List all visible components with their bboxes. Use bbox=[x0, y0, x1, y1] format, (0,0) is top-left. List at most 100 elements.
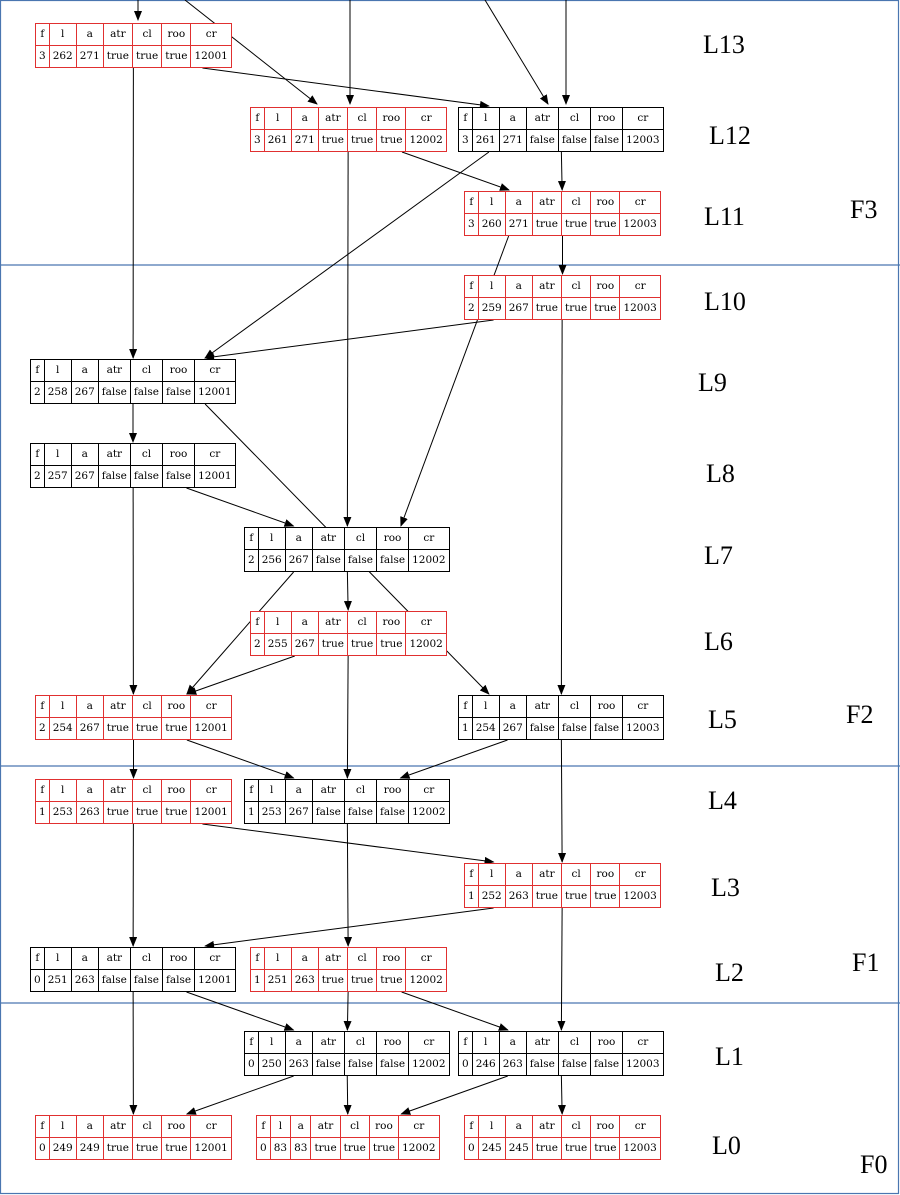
record-header-row: f l a atr cl roo cr bbox=[35, 779, 232, 802]
record-node: f l a atr cl roo cr 2 256 267 false false false 12002 bbox=[244, 527, 450, 572]
record-header-row: f l a atr cl roo cr bbox=[30, 443, 236, 466]
header-cell: f bbox=[244, 779, 259, 802]
header-cell: cr bbox=[190, 23, 232, 46]
value-cell: 263 bbox=[504, 885, 533, 908]
header-cell: roo bbox=[161, 443, 196, 466]
record-value-row: 2 255 267 true true true 12002 bbox=[250, 633, 447, 656]
header-cell: roo bbox=[161, 779, 192, 802]
value-cell: true bbox=[531, 297, 563, 320]
header-cell: l bbox=[263, 611, 292, 634]
header-cell: cr bbox=[622, 1031, 664, 1054]
header-cell: cl bbox=[129, 947, 164, 970]
value-cell: 267 bbox=[70, 381, 99, 404]
header-cell: l bbox=[43, 359, 72, 382]
record-value-row: 2 258 267 false false false 12001 bbox=[30, 381, 236, 404]
value-cell: 252 bbox=[477, 885, 506, 908]
edge-arrow bbox=[186, 739, 295, 779]
value-cell: true bbox=[339, 1137, 370, 1160]
edge-arrow bbox=[204, 907, 494, 949]
header-cell: atr bbox=[97, 443, 131, 466]
value-cell: 2 bbox=[30, 465, 45, 488]
value-cell: true bbox=[368, 1137, 400, 1160]
edge-arrow bbox=[484, 0, 549, 105]
value-cell: true bbox=[376, 129, 407, 152]
value-cell: 255 bbox=[263, 633, 292, 656]
record-value-row: 2 254 267 true true true 12001 bbox=[35, 717, 232, 740]
record-node: f l a atr cl roo cr 3 262 271 true true true 12001 bbox=[35, 23, 232, 68]
header-cell: cr bbox=[619, 863, 661, 886]
record-node: f l a atr cl roo cr 2 254 267 true true true 12001 bbox=[35, 695, 232, 740]
edge-arrow bbox=[204, 151, 490, 359]
value-cell: 83 bbox=[290, 1137, 312, 1160]
header-cell: cr bbox=[408, 1031, 450, 1054]
record-header-row: f l a atr cl roo cr bbox=[250, 107, 447, 130]
value-cell: false bbox=[589, 129, 624, 152]
header-cell: f bbox=[35, 695, 50, 718]
edge-arrow bbox=[343, 571, 352, 611]
header-cell: cl bbox=[560, 275, 592, 298]
header-cell: roo bbox=[590, 863, 621, 886]
value-cell: false bbox=[161, 465, 196, 488]
value-cell: 1 bbox=[250, 969, 265, 992]
value-cell: true bbox=[131, 801, 163, 824]
edge-arrow bbox=[185, 1075, 294, 1115]
record-header-row: f l a atr cl roo cr bbox=[464, 191, 661, 214]
header-cell: a bbox=[70, 947, 99, 970]
header-cell: l bbox=[257, 1031, 286, 1054]
header-cell: l bbox=[257, 779, 286, 802]
header-cell: atr bbox=[531, 863, 563, 886]
record-value-row: 1 253 263 true true true 12001 bbox=[35, 801, 232, 824]
value-cell: 260 bbox=[477, 213, 506, 236]
value-cell: true bbox=[531, 213, 563, 236]
header-cell: cr bbox=[408, 527, 450, 550]
value-cell: 2 bbox=[35, 717, 50, 740]
record-header-row: f l a atr cl roo cr bbox=[35, 23, 232, 46]
header-cell: roo bbox=[368, 1115, 400, 1138]
value-cell: 253 bbox=[48, 801, 77, 824]
header-cell: f bbox=[458, 1031, 473, 1054]
value-cell: 12002 bbox=[405, 129, 447, 152]
header-cell: cr bbox=[408, 779, 450, 802]
value-cell: 3 bbox=[250, 129, 265, 152]
header-cell: f bbox=[464, 1115, 479, 1138]
edge-arrow bbox=[557, 319, 566, 695]
header-cell: atr bbox=[102, 1115, 134, 1138]
value-cell: false bbox=[97, 969, 131, 992]
value-cell: true bbox=[560, 1137, 592, 1160]
record-node: f l a atr cl roo cr 3 260 271 true true true 12003 bbox=[464, 191, 661, 236]
level-label: L4 bbox=[708, 786, 737, 815]
header-cell: atr bbox=[97, 359, 131, 382]
record-node: f l a atr cl roo cr 3 261 271 true true true 12002 bbox=[250, 107, 447, 152]
value-cell: 254 bbox=[471, 717, 500, 740]
value-cell: true bbox=[161, 801, 192, 824]
value-cell: 267 bbox=[75, 717, 104, 740]
record-header-row: f l a atr cl roo cr bbox=[464, 1115, 661, 1138]
value-cell: 12001 bbox=[194, 969, 236, 992]
value-cell: 12003 bbox=[619, 885, 661, 908]
header-cell: roo bbox=[589, 1031, 624, 1054]
value-cell: true bbox=[560, 213, 592, 236]
value-cell: true bbox=[560, 297, 592, 320]
record-header-row: f l a atr cl roo cr bbox=[35, 695, 232, 718]
value-cell: 12002 bbox=[405, 633, 447, 656]
value-cell: false bbox=[129, 969, 164, 992]
header-cell: atr bbox=[102, 23, 134, 46]
header-cell: f bbox=[256, 1115, 271, 1138]
record-header-row: f l a atr cl roo cr bbox=[244, 779, 450, 802]
value-cell: true bbox=[317, 129, 349, 152]
header-cell: atr bbox=[311, 779, 345, 802]
header-cell: cl bbox=[129, 359, 164, 382]
value-cell: 12001 bbox=[190, 45, 232, 68]
value-cell: true bbox=[590, 297, 621, 320]
header-cell: f bbox=[458, 107, 473, 130]
edge-arrow bbox=[401, 151, 510, 191]
record-value-row: 2 256 267 false false false 12002 bbox=[244, 549, 450, 572]
value-cell: 1 bbox=[464, 885, 479, 908]
value-cell: 267 bbox=[504, 297, 533, 320]
value-cell: 1 bbox=[244, 801, 259, 824]
header-cell: cl bbox=[343, 527, 378, 550]
value-cell: 3 bbox=[464, 213, 479, 236]
value-cell: false bbox=[311, 549, 345, 572]
header-cell: cr bbox=[190, 779, 232, 802]
